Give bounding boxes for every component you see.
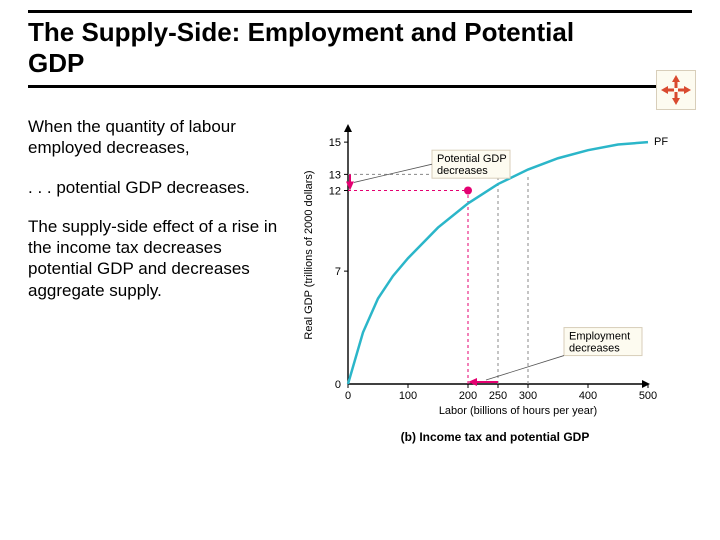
move-arrows-icon (661, 75, 691, 105)
svg-text:0: 0 (345, 390, 351, 402)
svg-text:Potential GDP: Potential GDP (437, 153, 507, 165)
svg-text:250: 250 (489, 390, 507, 402)
pf-chart: 0 100 200 250 300 400 500 Labor (billions of ho… (298, 116, 692, 444)
svg-text:0: 0 (335, 379, 341, 391)
svg-text:12: 12 (329, 186, 341, 198)
chart-caption: (b) Income tax and potential GDP (298, 430, 692, 444)
svg-text:400: 400 (579, 390, 597, 402)
svg-text:Employment: Employment (569, 331, 630, 343)
svg-text:decreases: decreases (569, 343, 620, 355)
svg-text:Real GDP (trillions of 2000 do: Real GDP (trillions of 2000 dollars) (303, 170, 315, 339)
paragraph: The supply-side effect of a rise in the … (28, 216, 288, 301)
paragraph: . . . potential GDP decreases. (28, 177, 288, 198)
body-text: When the quantity of labour employed dec… (28, 116, 288, 444)
svg-text:13: 13 (329, 169, 341, 181)
page-title: The Supply-Side: Employment and Potentia… (28, 17, 692, 88)
svg-text:500: 500 (639, 390, 657, 402)
svg-text:Labor (billions of hours per y: Labor (billions of hours per year) (439, 405, 597, 417)
svg-text:100: 100 (399, 390, 417, 402)
svg-text:decreases: decreases (437, 165, 488, 177)
svg-text:200: 200 (459, 390, 477, 402)
svg-text:PF: PF (654, 136, 668, 148)
svg-text:7: 7 (335, 266, 341, 278)
top-rule (28, 10, 692, 13)
svg-text:15: 15 (329, 137, 341, 149)
svg-text:300: 300 (519, 390, 537, 402)
move-icon[interactable] (656, 70, 696, 110)
paragraph: When the quantity of labour employed dec… (28, 116, 288, 159)
